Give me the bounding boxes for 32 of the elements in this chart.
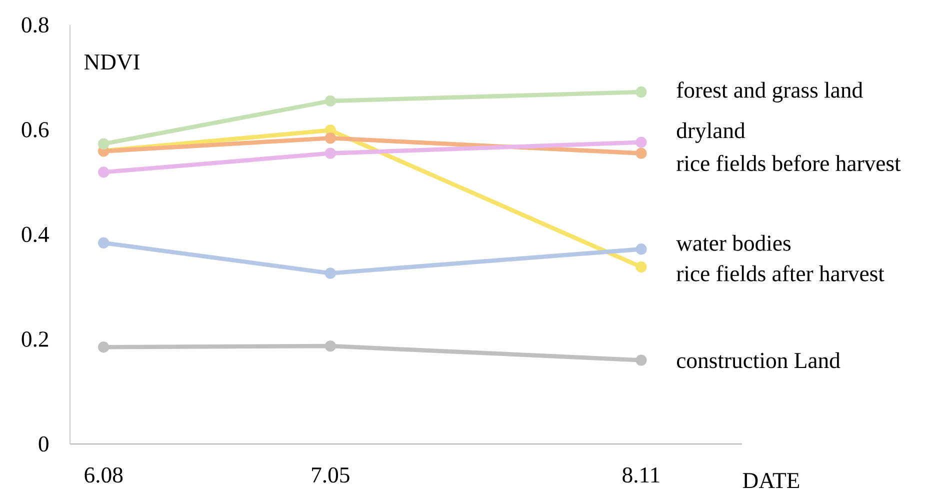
point <box>324 340 336 352</box>
y-tick-label: 0.2 <box>22 332 48 347</box>
point <box>98 237 110 248</box>
point <box>636 136 647 148</box>
series-label: rice fields before harvest <box>676 154 901 172</box>
y-tick-label: 0.6 <box>22 122 49 138</box>
point <box>636 261 647 273</box>
point <box>324 95 336 107</box>
y-tick-label: 0 <box>38 436 48 452</box>
x-tick-label: 6.08 <box>84 467 123 483</box>
point <box>98 341 110 353</box>
point <box>324 124 336 136</box>
point <box>324 268 336 279</box>
point <box>98 166 110 178</box>
x-tick-label: 8.11 <box>622 467 660 483</box>
series-label: dryland <box>676 122 746 143</box>
point <box>98 138 110 150</box>
point <box>324 148 336 159</box>
point <box>636 354 647 366</box>
x-tick-label: 7.05 <box>312 467 350 483</box>
point <box>636 86 647 98</box>
series-label: rice fields after harvest <box>676 265 884 282</box>
y-axis-title: NDVI <box>84 54 140 70</box>
series-label: water bodies <box>676 234 791 251</box>
series-label: construction Land <box>676 352 840 368</box>
point <box>636 244 647 255</box>
point <box>324 132 336 144</box>
point <box>636 148 647 159</box>
x-axis-title: DATE <box>742 473 800 488</box>
series-label: forest and grass land <box>676 82 863 102</box>
y-tick-label: 0.8 <box>22 17 48 33</box>
y-tick-label: 0.4 <box>22 226 49 242</box>
